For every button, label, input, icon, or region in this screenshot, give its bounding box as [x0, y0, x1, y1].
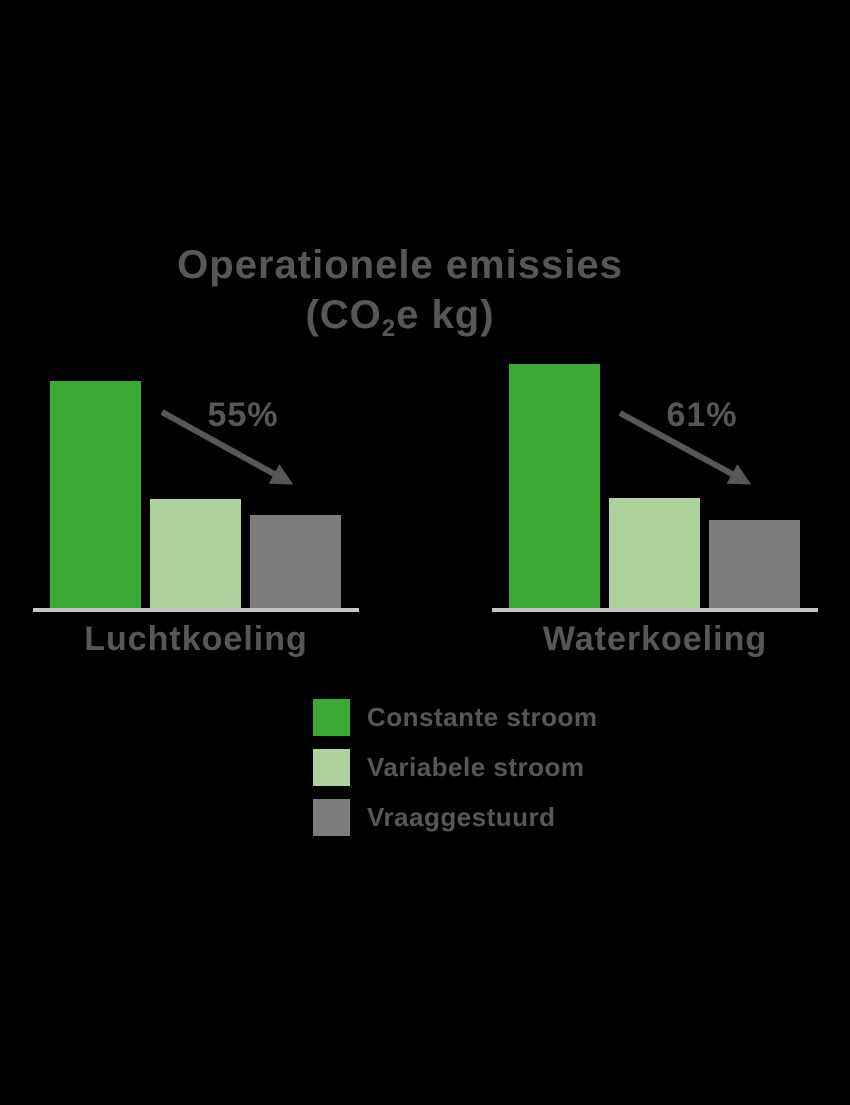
- chart-title-line1: Operationele emissies: [177, 243, 623, 287]
- title-subscript: 2: [381, 315, 397, 343]
- chart-title: Operationele emissies (CO2e kg): [75, 240, 725, 346]
- legend-item-constante-stroom: Constante stroom: [313, 699, 597, 736]
- title-co2-suffix: e kg): [396, 293, 495, 337]
- axis-baseline: [492, 608, 818, 612]
- bar-variabele-stroom: [609, 498, 700, 608]
- reduction-percentage: 61%: [666, 396, 738, 434]
- reduction-percentage: 55%: [207, 396, 279, 434]
- chart-title-line2: (CO2e kg): [75, 290, 725, 346]
- axis-baseline: [33, 608, 359, 612]
- chart-group-waterkoeling: 61% Waterkoeling: [492, 360, 818, 658]
- bar-variabele-stroom: [150, 499, 241, 608]
- bar-constante-stroom: [50, 381, 141, 608]
- chart-group-luchtkoeling: 55% Luchtkoeling: [33, 360, 359, 658]
- legend-swatch-gray: [313, 799, 350, 836]
- legend-item-variabele-stroom: Variabele stroom: [313, 749, 597, 786]
- legend-swatch-light-green: [313, 749, 350, 786]
- group-label-waterkoeling: Waterkoeling: [542, 620, 768, 658]
- title-co2-prefix: (CO: [305, 293, 382, 337]
- bar-vraaggestuurd: [709, 520, 800, 608]
- legend-swatch-green: [313, 699, 350, 736]
- legend-item-vraaggestuurd: Vraaggestuurd: [313, 799, 597, 836]
- bar-constante-stroom: [509, 364, 600, 608]
- group-label-luchtkoeling: Luchtkoeling: [84, 620, 308, 658]
- legend-label: Variabele stroom: [367, 752, 585, 782]
- legend-label: Constante stroom: [367, 702, 598, 732]
- legend-label: Vraaggestuurd: [367, 802, 556, 832]
- legend: Constante stroom Variabele stroom Vraagg…: [313, 699, 597, 836]
- bar-vraaggestuurd: [250, 515, 341, 608]
